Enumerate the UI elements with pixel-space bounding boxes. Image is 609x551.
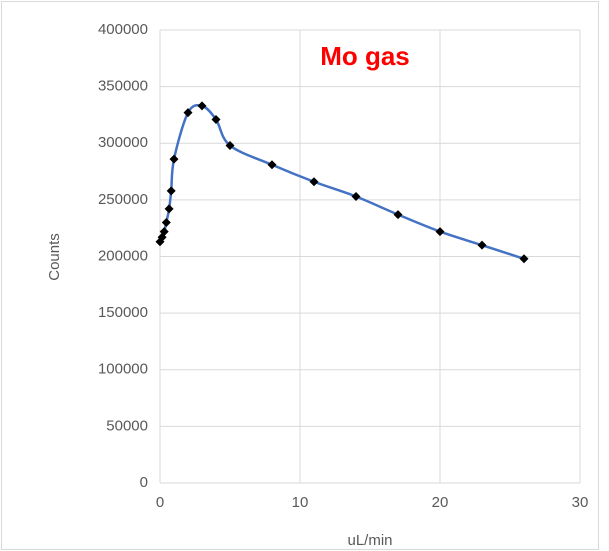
data-point (211, 114, 221, 124)
x-tick-label: 30 (572, 494, 589, 511)
data-point (166, 186, 176, 196)
data-point (169, 154, 179, 164)
data-point (161, 218, 171, 228)
y-tick-label: 0 (140, 474, 148, 491)
x-tick-label: 0 (156, 494, 164, 511)
x-tick-label: 10 (292, 494, 309, 511)
data-point (197, 101, 207, 111)
y-tick-label: 350000 (98, 78, 148, 95)
chart-title: Mo gas (320, 41, 410, 71)
data-point (267, 160, 277, 170)
y-tick-label: 400000 (98, 21, 148, 38)
x-tick-label: 20 (432, 494, 449, 511)
data-point (183, 108, 193, 118)
x-axis-label: uL/min (347, 532, 392, 549)
data-point (477, 240, 487, 250)
y-tick-label: 50000 (106, 417, 148, 434)
data-point (309, 177, 319, 187)
data-point (435, 227, 445, 237)
y-tick-label: 300000 (98, 134, 148, 151)
data-point (351, 191, 361, 201)
data-point (225, 141, 235, 151)
y-tick-label: 250000 (98, 191, 148, 208)
data-point (164, 204, 174, 214)
data-point (519, 254, 529, 264)
data-point (393, 210, 403, 220)
y-tick-label: 200000 (98, 247, 148, 264)
y-tick-label: 150000 (98, 304, 148, 321)
y-tick-label: 100000 (98, 361, 148, 378)
data-point (159, 227, 169, 237)
y-axis-label: Counts (46, 233, 63, 281)
